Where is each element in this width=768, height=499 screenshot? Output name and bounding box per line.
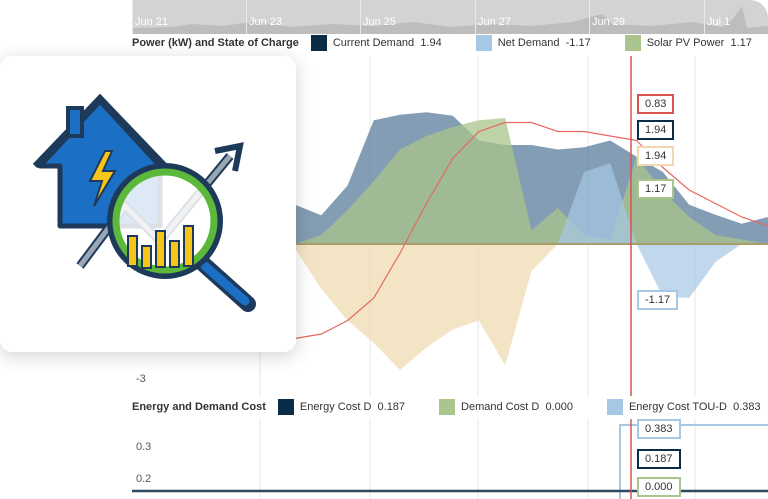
legend-value: 1.94 [420,37,442,49]
power-chart-title: Power (kW) and State of Charge [132,37,299,49]
tooltip-energy-cost-d: 0.187 [637,449,681,469]
swatch [439,399,456,415]
swatch [606,399,623,415]
legend-label: Demand Cost D [461,401,540,413]
legend-label: Current Demand [332,37,415,49]
area-solar-pv-power [295,118,768,244]
range-navigator[interactable]: Jun 21 Jun 23 Jun 25 Jun 27 Jun 29 Jul 1 [132,0,768,34]
tooltip-demand: 1.94 [637,146,675,166]
nav-label: Jun 29 [592,16,626,28]
nav-label: Jun 25 [363,16,397,28]
nav-label: Jun 23 [249,16,283,28]
legend-value: 0.000 [545,401,573,413]
power-legend: Power (kW) and State of Charge Current D… [132,35,768,51]
tooltip-state-of-charge: 0.83 [637,94,675,114]
navigator-sparkline [132,6,768,34]
feature-card [0,56,296,352]
cost-legend: Energy and Demand Cost Energy Cost D 0.1… [132,399,768,415]
area-net-demand [295,163,768,298]
legend-value: 1.17 [730,37,752,49]
legend-value: 0.383 [733,401,761,413]
swatch [624,35,641,51]
tooltip-energy-cost-tou-d: 0.383 [637,419,681,439]
nav-label: Jun 27 [478,16,512,28]
legend-solar-pv[interactable]: Solar PV Power 1.17 [624,35,752,51]
nav-label: Jul 1 [707,16,731,28]
power-chart[interactable] [0,56,768,396]
y-tick: 0.3 [136,441,152,453]
y-tick: 0.2 [136,473,152,485]
area-demand [295,244,768,370]
tooltip-solar-pv: 1.17 [637,179,675,199]
tooltip-demand-cost-d: 0.000 [637,477,681,497]
legend-energy-cost-d[interactable]: Energy Cost D 0.187 [277,399,406,415]
swatch [277,399,294,415]
cost-chart-title: Energy and Demand Cost [132,401,266,413]
legend-value: -1.17 [565,37,591,49]
tooltip-current-demand: 1.94 [637,120,675,140]
legend-label: Solar PV Power [646,37,725,49]
tooltip-net-demand: -1.17 [637,290,679,310]
legend-net-demand[interactable]: Net Demand -1.17 [475,35,591,51]
smart-home-analytics-icon [32,93,256,312]
swatch [475,35,492,51]
nav-label: Jun 21 [135,16,169,28]
legend-label: Energy Cost D [299,401,372,413]
energy-cost-tou-d-line [619,424,768,499]
legend-demand-cost-d[interactable]: Demand Cost D 0.000 [439,399,573,415]
legend-current-demand[interactable]: Current Demand 1.94 [310,35,442,51]
swatch [310,35,327,51]
legend-value: 0.187 [377,401,406,413]
legend-label: Energy Cost TOU-D [628,401,727,413]
state-of-charge-line [294,121,768,340]
y-axis-label: -3 [136,373,146,385]
legend-label: Net Demand [497,37,560,49]
legend-energy-cost-tou-d[interactable]: Energy Cost TOU-D 0.383 [606,399,761,415]
